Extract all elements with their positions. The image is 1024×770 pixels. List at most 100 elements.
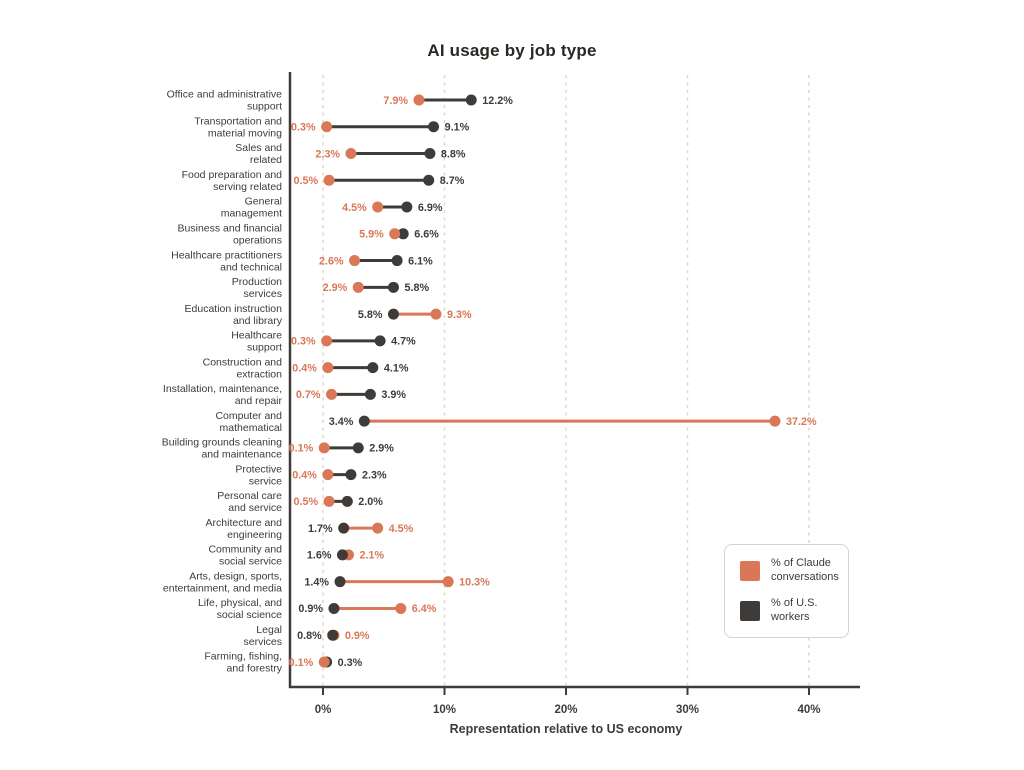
category-label: Production services (232, 276, 282, 300)
value-label: 0.4% (292, 362, 317, 374)
claude-dot (322, 362, 334, 374)
claude-dot (326, 388, 338, 400)
category-label: Installation, maintenance, and repair (163, 383, 283, 407)
value-label: 0.4% (292, 469, 317, 481)
category-label: Legal services (243, 624, 282, 648)
x-tick-label: 10% (433, 704, 456, 716)
category-label: Business and financial operations (178, 223, 282, 247)
claude-dot (395, 602, 407, 614)
us-dot (341, 495, 353, 507)
category-label: Computer and mathematical (215, 410, 282, 434)
category-label: Farming, fishing, and forestry (204, 651, 282, 675)
x-tick-label: 0% (315, 704, 332, 716)
us-dot (374, 335, 386, 347)
claude-dot (323, 495, 335, 507)
value-label: 2.0% (358, 496, 383, 508)
x-tick-label: 20% (554, 704, 577, 716)
category-label: Transportation and material moving (194, 115, 282, 139)
value-label: 2.1% (360, 550, 385, 562)
claude-dot (323, 174, 335, 186)
value-label: 7.9% (383, 95, 408, 107)
x-axis-title: Representation relative to US economy (449, 722, 683, 736)
value-label: 37.2% (786, 416, 817, 428)
value-label: 10.3% (459, 576, 490, 588)
value-label: 4.5% (389, 523, 414, 535)
value-label: 4.1% (384, 362, 409, 374)
value-label: 2.6% (319, 255, 344, 267)
value-label: 2.9% (369, 443, 394, 455)
value-label: 8.7% (440, 175, 465, 187)
value-label: 1.4% (304, 576, 329, 588)
us-dot (465, 94, 477, 106)
value-label: 0.1% (289, 657, 314, 669)
claude-dot (318, 442, 330, 454)
value-label: 4.7% (391, 336, 416, 348)
claude-dot (389, 228, 401, 240)
value-label: 0.3% (291, 336, 316, 348)
value-label: 0.9% (298, 603, 323, 615)
legend-item-claude: % of Claude conversations (740, 557, 840, 584)
claude-dot (352, 281, 364, 293)
category-label: Architecture and engineering (206, 517, 283, 541)
value-label: 4.5% (342, 202, 367, 214)
value-label: 0.5% (293, 175, 318, 187)
category-label: Protective service (235, 463, 282, 487)
category-label: Healthcare practitioners and technical (171, 249, 282, 273)
value-label: 9.1% (445, 122, 470, 134)
category-label: Education instruction and library (185, 303, 283, 327)
category-label: Food preparation and serving related (182, 169, 283, 193)
us-dot (391, 255, 403, 267)
us-dot (367, 362, 379, 374)
value-label: 6.9% (418, 202, 443, 214)
claude-dot (349, 255, 361, 267)
us-dot (401, 201, 413, 213)
value-label: 1.7% (308, 523, 333, 535)
category-label: Personal care and service (217, 490, 282, 514)
us-dot (428, 121, 440, 133)
us-dot (345, 469, 357, 481)
us-dot (364, 388, 376, 400)
value-label: 1.6% (307, 550, 332, 562)
value-label: 5.9% (359, 229, 384, 241)
us-dot (387, 281, 399, 293)
value-label: 0.9% (345, 630, 370, 642)
us-dot (423, 174, 435, 186)
us-dot (358, 415, 370, 427)
us-dot (338, 522, 350, 534)
legend-item-us: % of U.S. workers (740, 597, 840, 624)
value-label: 6.4% (412, 603, 437, 615)
claude-dot (321, 335, 333, 347)
category-label: Healthcare support (231, 330, 282, 354)
value-label: 12.2% (482, 95, 513, 107)
value-label: 0.8% (297, 630, 322, 642)
category-label: Life, physical, and social science (198, 597, 282, 621)
legend: % of Claude conversations % of U.S. work… (724, 544, 849, 638)
category-label: Community and social service (208, 544, 282, 568)
value-label: 2.3% (315, 148, 340, 160)
x-tick-label: 30% (676, 704, 699, 716)
category-label: Construction and extraction (203, 356, 283, 380)
claude-dot (769, 415, 781, 427)
value-label: 0.3% (291, 122, 316, 134)
legend-label-us: % of U.S. workers (771, 597, 818, 623)
value-label: 8.8% (441, 148, 466, 160)
claude-dot (430, 308, 442, 320)
claude-dot (321, 121, 333, 133)
claude-dot (372, 201, 384, 213)
value-label: 9.3% (447, 309, 472, 321)
x-tick-label: 40% (797, 704, 820, 716)
us-dot (352, 442, 364, 454)
category-label: Building grounds cleaning and maintenance (162, 437, 282, 461)
value-label: 0.5% (293, 496, 318, 508)
chart-title: AI usage by job type (427, 41, 597, 60)
us-dot (397, 228, 409, 240)
value-label: 5.8% (404, 282, 429, 294)
claude-swatch (740, 560, 760, 581)
us-dot (334, 576, 346, 588)
value-label: 0.3% (338, 657, 363, 669)
value-label: 0.7% (296, 389, 321, 401)
value-label: 3.4% (329, 416, 354, 428)
us-swatch (740, 600, 760, 621)
